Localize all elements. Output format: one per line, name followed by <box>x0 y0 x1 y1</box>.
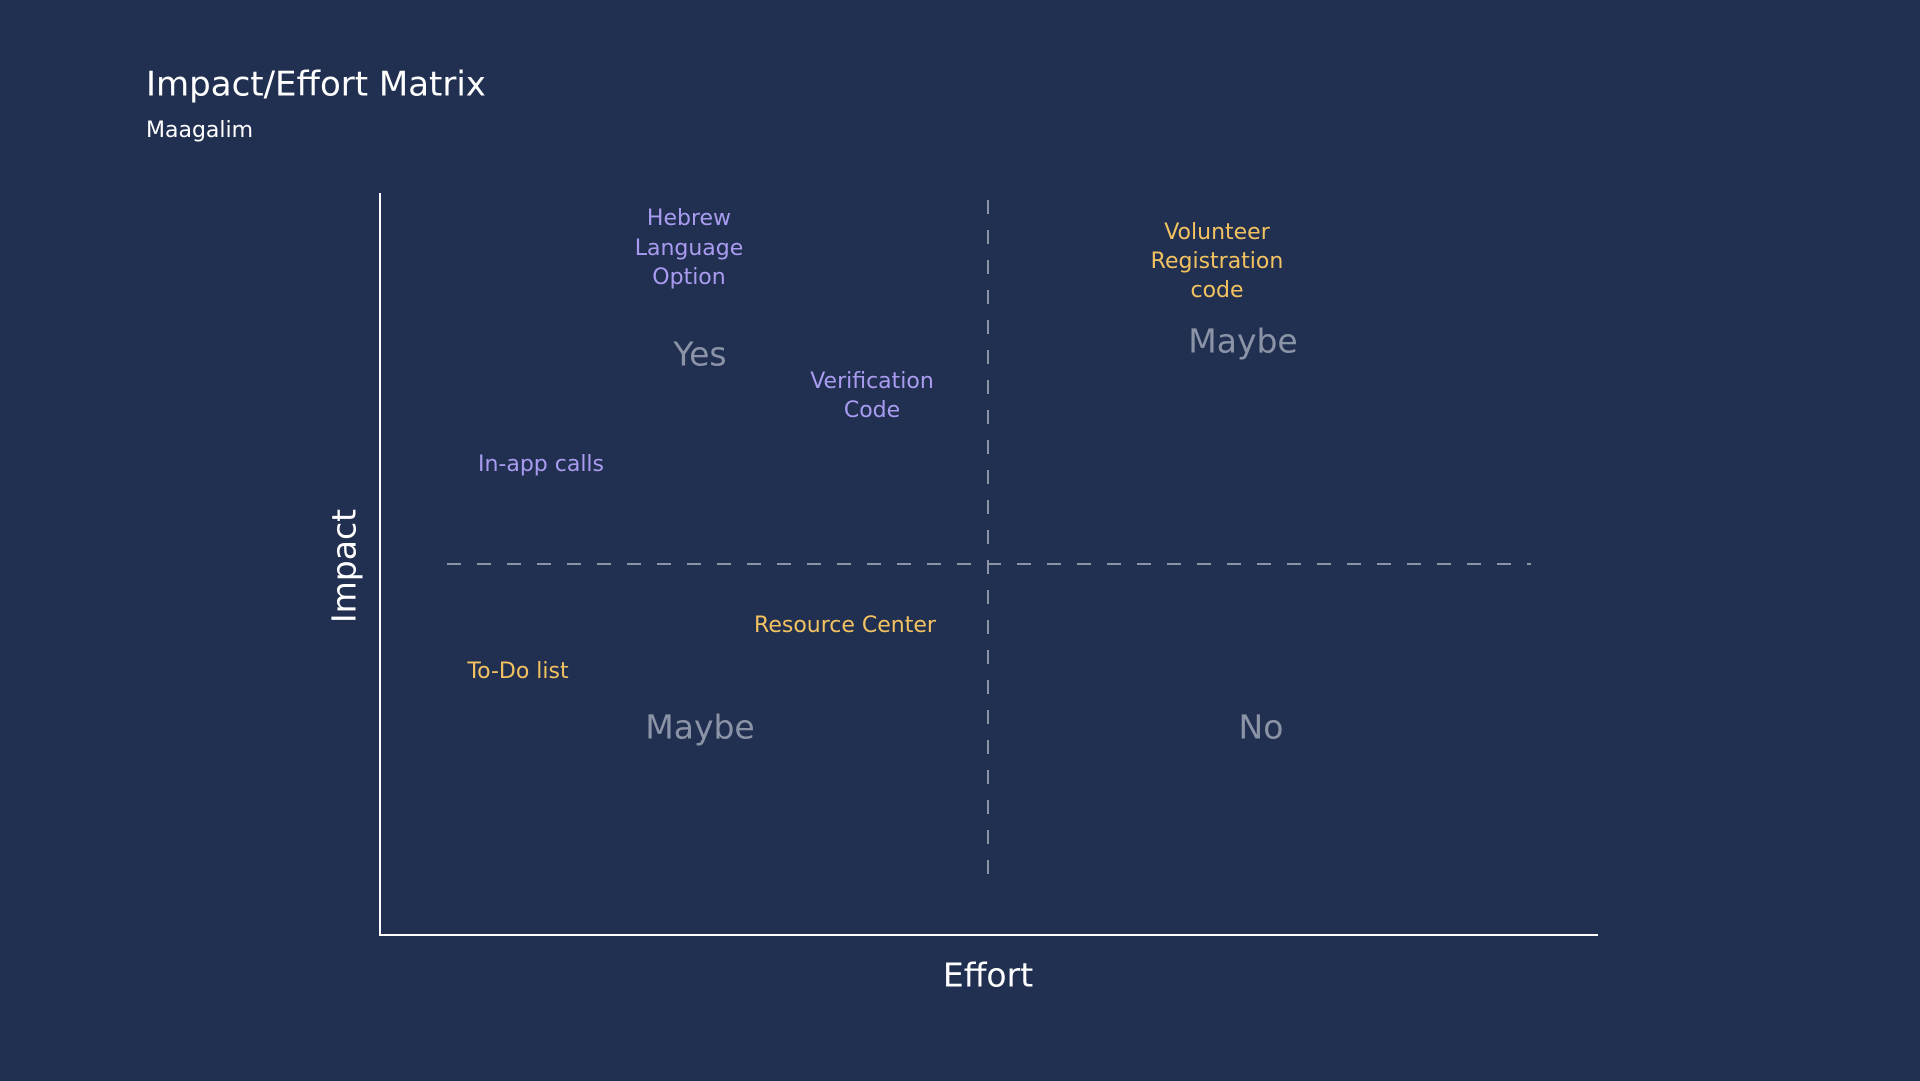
y-axis-label: Impact <box>325 509 364 623</box>
item-text: To-Do list <box>466 659 569 684</box>
item: Resource Center <box>754 613 937 638</box>
quadrant-label: No <box>1239 708 1284 747</box>
subtitle: Maagalim <box>146 118 253 143</box>
item-text: Language <box>635 236 744 261</box>
item-text: In-app calls <box>478 452 604 477</box>
quadrant-label: Yes <box>672 335 726 374</box>
item-text: Verification <box>810 369 934 394</box>
item: Verification Code <box>810 369 934 423</box>
item-text: Hebrew <box>647 206 731 231</box>
title: Impact/Effort Matrix <box>146 65 486 105</box>
item-text: Registration <box>1151 249 1284 274</box>
item-text: Code <box>844 398 900 423</box>
item-text: Volunteer <box>1164 220 1270 245</box>
quadrant-label: Maybe <box>645 708 754 747</box>
item: Hebrew Language Option <box>635 206 744 290</box>
item-text: Resource Center <box>754 613 937 638</box>
item: To-Do list <box>466 659 569 684</box>
x-axis-label: Effort <box>943 956 1033 995</box>
item: In-app calls <box>478 452 604 477</box>
item-text: code <box>1190 278 1243 303</box>
item-text: Option <box>652 265 725 290</box>
quadrant-label: Maybe <box>1188 322 1297 361</box>
item: Volunteer Registration code <box>1151 220 1284 303</box>
